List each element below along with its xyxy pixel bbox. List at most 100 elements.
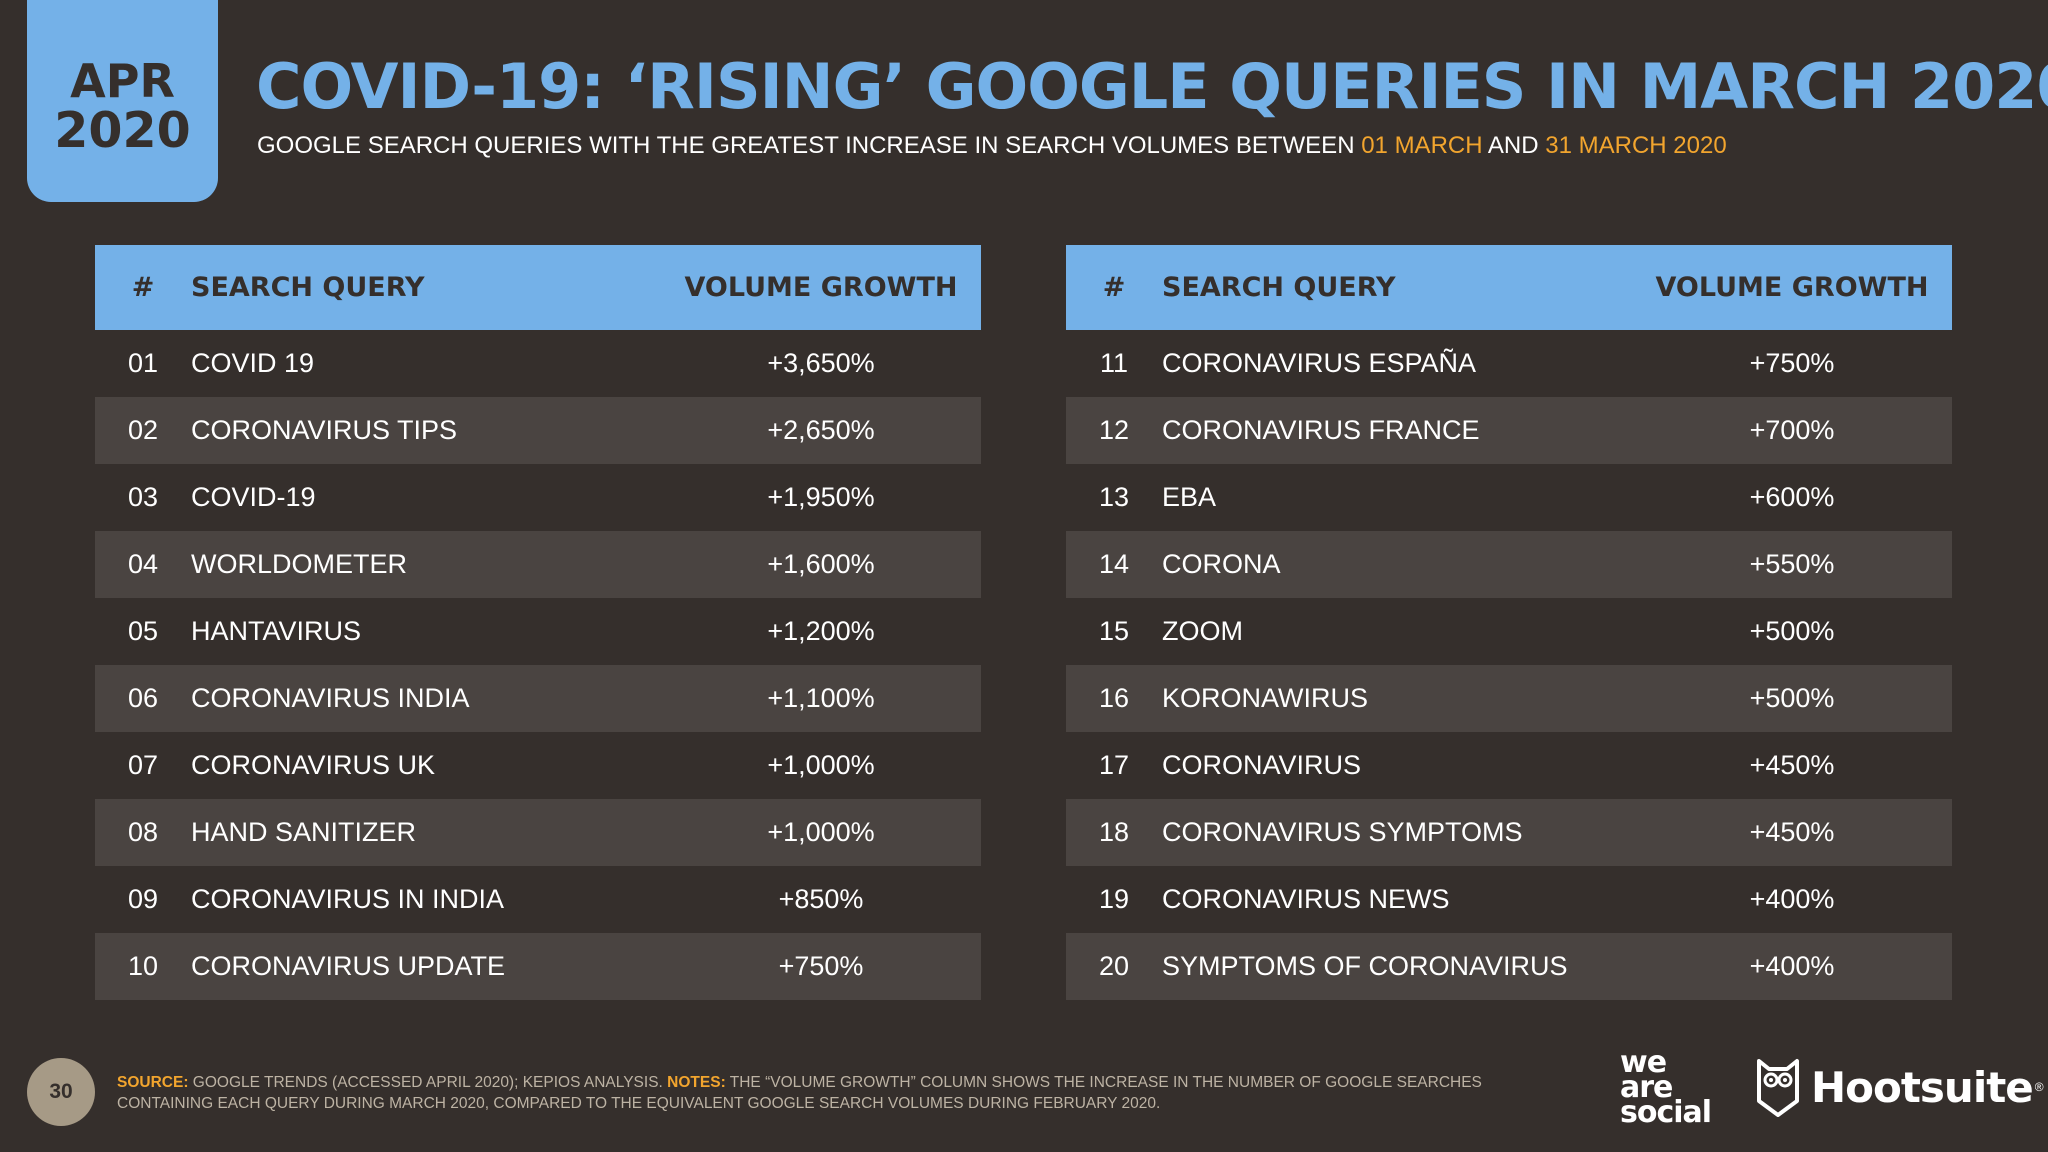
table-row: 13 EBA +600% [1066, 464, 1952, 531]
footer-notes: SOURCE: GOOGLE TRENDS (ACCESSED APRIL 20… [117, 1072, 1557, 1114]
rank-cell: 08 [127, 817, 159, 847]
query-cell: HANTAVIRUS [191, 616, 362, 646]
query-cell: SYMPTOMS OF CORONAVIRUS [1162, 951, 1568, 981]
table-body: 01 COVID 19 +3,650% 02 CORONAVIRUS TIPS +2,65… [95, 330, 981, 1000]
subtitle-prefix: GOOGLE SEARCH QUERIES WITH THE GREATEST … [257, 132, 1355, 159]
notes-label: NOTES: [667, 1074, 726, 1091]
rank-cell: 18 [1098, 817, 1130, 847]
table-row: 10 CORONAVIRUS UPDATE +750% [95, 933, 981, 1000]
header-volume: VOLUME GROWTH [684, 272, 958, 303]
footer-line-1: SOURCE: GOOGLE TRENDS (ACCESSED APRIL 20… [117, 1072, 1557, 1093]
date-tab: APR 2020 [27, 0, 218, 202]
volume-cell: +750% [778, 951, 864, 981]
notes-text-1: THE “VOLUME GROWTH” COLUMN SHOWS THE INC… [729, 1074, 1482, 1091]
volume-cell: +600% [1749, 482, 1835, 512]
date-year: 2020 [54, 102, 191, 160]
table-row: 07 CORONAVIRUS UK +1,000% [95, 732, 981, 799]
notes-text-2: CONTAINING EACH QUERY DURING MARCH 2020,… [117, 1095, 1161, 1112]
query-cell: WORLDOMETER [191, 549, 407, 579]
table-row: 18 CORONAVIRUS SYMPTOMS +450% [1066, 799, 1952, 866]
volume-cell: +500% [1749, 683, 1835, 713]
query-cell: COVID 19 [191, 348, 315, 378]
query-cell: CORONA [1162, 549, 1281, 579]
rank-cell: 02 [127, 415, 159, 445]
volume-cell: +850% [778, 884, 864, 914]
volume-cell: +3,650% [767, 348, 875, 378]
query-cell: ZOOM [1162, 616, 1243, 646]
footer-line-2: CONTAINING EACH QUERY DURING MARCH 2020,… [117, 1093, 1557, 1114]
table-row: 11 CORONAVIRUS ESPAÑA +750% [1066, 330, 1952, 397]
query-cell: CORONAVIRUS UPDATE [191, 951, 506, 981]
query-cell: HAND SANITIZER [191, 817, 417, 847]
logo-word-social: social [1620, 1095, 1712, 1130]
rank-cell: 11 [1099, 348, 1129, 378]
table-row: 06 CORONAVIRUS INDIA +1,100% [95, 665, 981, 732]
header-volume: VOLUME GROWTH [1655, 272, 1929, 303]
rank-cell: 17 [1098, 750, 1130, 780]
volume-cell: +400% [1749, 884, 1835, 914]
volume-cell: +1,100% [767, 683, 875, 713]
query-cell: CORONAVIRUS FRANCE [1162, 415, 1480, 445]
volume-cell: +500% [1749, 616, 1835, 646]
table-row: 16 KORONAWIRUS +500% [1066, 665, 1952, 732]
table-row: 03 COVID-19 +1,950% [95, 464, 981, 531]
header-rank: # [131, 272, 155, 303]
rank-cell: 10 [127, 951, 159, 981]
query-cell: CORONAVIRUS SYMPTOMS [1162, 817, 1523, 847]
rank-cell: 06 [127, 683, 159, 713]
volume-cell: +450% [1749, 750, 1835, 780]
table-row: 08 HAND SANITIZER +1,000% [95, 799, 981, 866]
rank-cell: 12 [1098, 415, 1130, 445]
table-header: # SEARCH QUERY VOLUME GROWTH [95, 245, 981, 330]
volume-cell: +1,600% [767, 549, 875, 579]
query-cell: CORONAVIRUS NEWS [1162, 884, 1450, 914]
table-row: 05 HANTAVIRUS +1,200% [95, 598, 981, 665]
page-number: 30 [27, 1058, 95, 1126]
rank-cell: 16 [1098, 683, 1130, 713]
query-cell: CORONAVIRUS TIPS [191, 415, 458, 445]
logo-word-we: we [1620, 1045, 1667, 1080]
header-query: SEARCH QUERY [1162, 272, 1396, 303]
source-label: SOURCE: [117, 1074, 189, 1091]
volume-cell: +700% [1749, 415, 1835, 445]
rank-cell: 01 [127, 348, 159, 378]
logo-word-are: are [1620, 1070, 1673, 1105]
table-row: 15 ZOOM +500% [1066, 598, 1952, 665]
rank-cell: 09 [127, 884, 159, 914]
table-body: 11 CORONAVIRUS ESPAÑA +750% 12 CORONAVIRUS F… [1066, 330, 1952, 1000]
subtitle-conjunction: AND [1487, 132, 1539, 159]
hootsuite-logo: Hootsuite ® [1755, 1055, 2044, 1119]
table-row: 09 CORONAVIRUS IN INDIA +850% [95, 866, 981, 933]
page-title: COVID-19: ‘RISING’ GOOGLE QUERIES IN MAR… [256, 50, 2048, 123]
table-row: 14 CORONA +550% [1066, 531, 1952, 598]
rank-cell: 04 [127, 549, 159, 579]
volume-cell: +400% [1749, 951, 1835, 981]
volume-cell: +450% [1749, 817, 1835, 847]
volume-cell: +1,950% [767, 482, 875, 512]
volume-cell: +750% [1749, 348, 1835, 378]
we-are-social-logo: we are social [1620, 1045, 1730, 1130]
query-cell: CORONAVIRUS IN INDIA [191, 884, 505, 914]
rank-cell: 13 [1098, 482, 1130, 512]
table-row: 04 WORLDOMETER +1,600% [95, 531, 981, 598]
hootsuite-wordmark: Hootsuite [1811, 1062, 2034, 1112]
table-header: # SEARCH QUERY VOLUME GROWTH [1066, 245, 1952, 330]
query-cell: CORONAVIRUS ESPAÑA [1162, 348, 1477, 378]
registered-mark: ® [2034, 1080, 2044, 1094]
volume-cell: +1,000% [767, 817, 875, 847]
page-subtitle: GOOGLE SEARCH QUERIES WITH THE GREATEST … [257, 132, 1727, 160]
date-month: APR [70, 54, 175, 109]
query-cell: CORONAVIRUS UK [191, 750, 436, 780]
table-row: 17 CORONAVIRUS +450% [1066, 732, 1952, 799]
volume-cell: +1,200% [767, 616, 875, 646]
rank-cell: 19 [1098, 884, 1130, 914]
subtitle-date-end: 31 MARCH 2020 [1545, 132, 1727, 159]
table-row: 01 COVID 19 +3,650% [95, 330, 981, 397]
volume-cell: +2,650% [767, 415, 875, 445]
table-left: # SEARCH QUERY VOLUME GROWTH 01 COVID 19 +… [95, 245, 981, 1000]
volume-cell: +550% [1749, 549, 1835, 579]
owl-icon [1757, 1059, 1799, 1117]
rank-cell: 20 [1098, 951, 1130, 981]
source-text: GOOGLE TRENDS (ACCESSED APRIL 2020); KEP… [192, 1074, 663, 1091]
table-row: 19 CORONAVIRUS NEWS +400% [1066, 866, 1952, 933]
